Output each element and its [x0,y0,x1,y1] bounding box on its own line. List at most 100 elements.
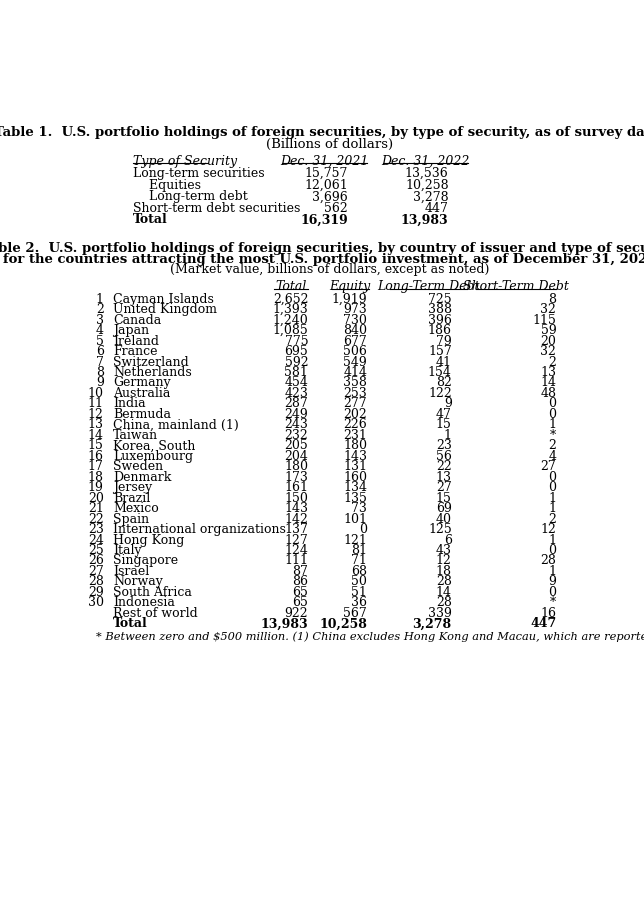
Text: 32: 32 [540,303,556,316]
Text: 14: 14 [436,586,451,599]
Text: 14: 14 [88,429,104,441]
Text: 725: 725 [428,293,451,306]
Text: Hong Kong: Hong Kong [113,533,184,547]
Text: 173: 173 [285,471,308,484]
Text: 1,393: 1,393 [272,303,308,316]
Text: 0: 0 [548,544,556,557]
Text: 3,278: 3,278 [413,191,449,203]
Text: 922: 922 [285,607,308,619]
Text: 27: 27 [88,565,104,578]
Text: 10: 10 [88,387,104,400]
Text: 157: 157 [428,345,451,358]
Text: 396: 396 [428,314,451,326]
Text: 124: 124 [285,544,308,557]
Text: 2,652: 2,652 [273,293,308,306]
Text: 12: 12 [88,408,104,421]
Text: Long-term debt: Long-term debt [133,191,248,203]
Text: 3: 3 [96,314,104,326]
Text: Korea, South: Korea, South [113,440,195,452]
Text: 69: 69 [436,503,451,515]
Text: Dec. 31, 2022: Dec. 31, 2022 [381,155,469,168]
Text: 13: 13 [540,366,556,379]
Text: 73: 73 [352,503,367,515]
Text: 10,258: 10,258 [405,179,449,191]
Text: 143: 143 [343,450,367,463]
Text: 29: 29 [88,586,104,599]
Text: 0: 0 [548,586,556,599]
Text: 82: 82 [436,377,451,389]
Text: 17: 17 [88,460,104,473]
Text: 1: 1 [548,503,556,515]
Text: 9: 9 [444,397,451,411]
Text: 18: 18 [436,565,451,578]
Text: 454: 454 [285,377,308,389]
Text: 28: 28 [436,575,451,589]
Text: 20: 20 [540,334,556,348]
Text: 36: 36 [351,596,367,610]
Text: 730: 730 [343,314,367,326]
Text: Spain: Spain [113,512,149,526]
Text: 1: 1 [96,293,104,306]
Text: 15: 15 [88,440,104,452]
Text: 150: 150 [285,492,308,504]
Text: 23: 23 [88,523,104,536]
Text: 79: 79 [436,334,451,348]
Text: 25: 25 [88,544,104,557]
Text: 12: 12 [436,555,451,567]
Text: Mexico: Mexico [113,503,159,515]
Text: 592: 592 [285,355,308,369]
Text: 5: 5 [96,334,104,348]
Text: 27: 27 [436,481,451,494]
Text: 1: 1 [444,429,451,441]
Text: 358: 358 [343,377,367,389]
Text: Long-Term Debt: Long-Term Debt [377,280,480,293]
Text: Jersey: Jersey [113,481,152,494]
Text: Luxembourg: Luxembourg [113,450,193,463]
Text: 202: 202 [343,408,367,421]
Text: (Market value, billions of dollars, except as noted): (Market value, billions of dollars, exce… [171,263,489,276]
Text: 28: 28 [88,575,104,589]
Text: 12,061: 12,061 [304,179,348,191]
Text: 11: 11 [88,397,104,411]
Text: 1,240: 1,240 [272,314,308,326]
Text: China, mainland (1): China, mainland (1) [113,418,239,432]
Text: Australia: Australia [113,387,171,400]
Text: 562: 562 [324,201,348,215]
Text: 16: 16 [88,450,104,463]
Text: Singapore: Singapore [113,555,178,567]
Text: 115: 115 [533,314,556,326]
Text: 10,258: 10,258 [319,618,367,630]
Text: Cayman Islands: Cayman Islands [113,293,214,306]
Text: 32: 32 [540,345,556,358]
Text: 4: 4 [548,450,556,463]
Text: 9: 9 [549,575,556,589]
Text: Total: Total [113,618,148,630]
Text: 68: 68 [351,565,367,578]
Text: 47: 47 [436,408,451,421]
Text: 204: 204 [285,450,308,463]
Text: Denmark: Denmark [113,471,171,484]
Text: 81: 81 [351,544,367,557]
Text: 59: 59 [540,325,556,337]
Text: 15,757: 15,757 [305,167,348,180]
Text: 2: 2 [549,440,556,452]
Text: Total: Total [276,280,307,293]
Text: Italy: Italy [113,544,142,557]
Text: 840: 840 [343,325,367,337]
Text: South Africa: South Africa [113,586,192,599]
Text: 51: 51 [352,586,367,599]
Text: 232: 232 [285,429,308,441]
Text: 22: 22 [88,512,104,526]
Text: 0: 0 [548,408,556,421]
Text: Brazil: Brazil [113,492,150,504]
Text: 0: 0 [548,471,556,484]
Text: 86: 86 [292,575,308,589]
Text: 186: 186 [428,325,451,337]
Text: 1,085: 1,085 [272,325,308,337]
Text: 567: 567 [343,607,367,619]
Text: 154: 154 [428,366,451,379]
Text: Table 1.  U.S. portfolio holdings of foreign securities, by type of security, as: Table 1. U.S. portfolio holdings of fore… [0,127,644,139]
Text: Type of Security: Type of Security [133,155,238,168]
Text: (Billions of dollars): (Billions of dollars) [267,138,393,151]
Text: 581: 581 [285,366,308,379]
